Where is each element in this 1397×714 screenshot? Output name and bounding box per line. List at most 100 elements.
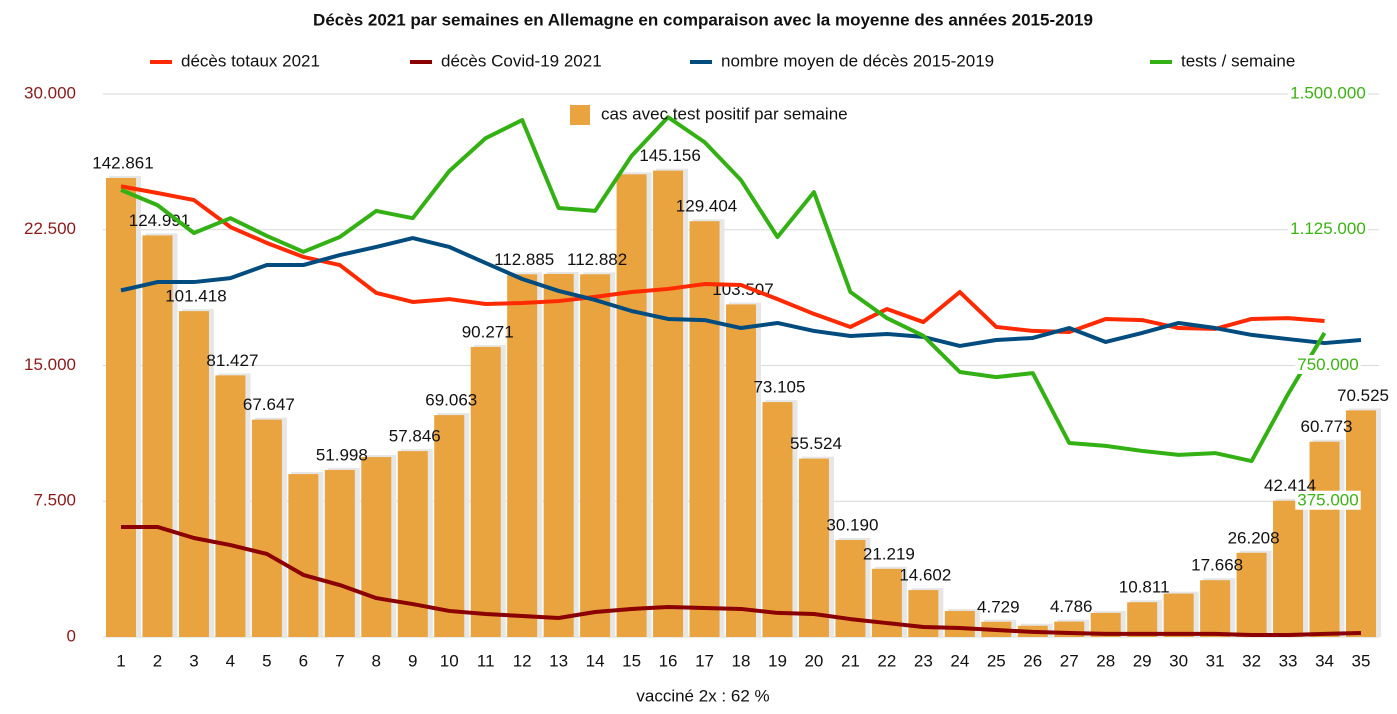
x-tick-label: 25 [987,651,1006,670]
bar [251,419,282,637]
data-label: 30.190 [826,515,878,534]
x-tick-label: 34 [1315,651,1334,670]
x-tick-label: 6 [299,651,308,670]
legend-label: tests / semaine [1181,51,1295,70]
x-tick-label: 16 [659,651,678,670]
x-tick-label: 21 [841,651,860,670]
bar [726,304,756,637]
x-tick-label: 1 [116,651,125,670]
data-label: 112.885 [494,250,554,269]
data-label: 14.602 [899,566,951,585]
data-label: 57.846 [389,427,441,446]
line [120,236,1362,348]
data-label: 90.271 [462,322,514,341]
bar [689,221,720,637]
y-tick-label: 30.000 [24,83,76,102]
y-tick-label: 7.500 [33,491,76,510]
tick-label-bg [1288,219,1368,239]
data-label: 4.729 [977,597,1020,616]
legend-swatch [570,105,590,125]
x-tick-label: 35 [1352,651,1371,670]
x-tick-label: 18 [732,651,751,670]
data-label: 81.427 [206,351,258,370]
y2-tick-label: 375.000 [1297,491,1358,510]
data-label: 55.524 [790,434,842,453]
bar [397,451,428,637]
bar [178,311,209,637]
x-tick-label: 2 [153,651,162,670]
data-label: 10.811 [1119,578,1170,597]
x-tick-label: 4 [226,651,235,670]
data-label: 69.063 [425,391,477,410]
data-label: 51.998 [316,445,368,464]
y2-tick-label: 750.000 [1297,355,1358,374]
bar [1309,441,1340,637]
y2-tick-label: 1.125.000 [1290,219,1366,238]
bar [1346,410,1376,637]
bar [1200,580,1231,637]
data-label: 101.418 [165,287,226,306]
tick-label-bg [1295,490,1361,510]
x-axis-label: vacciné 2x : 62 % [636,686,769,705]
bar [288,474,319,637]
data-label: 26.208 [1228,528,1280,547]
x-tick-label: 12 [513,651,532,670]
data-label: 21.219 [863,544,915,563]
bar [762,402,793,637]
bar [543,273,574,637]
bar [798,458,829,637]
x-tick-label: 22 [877,651,896,670]
y-tick-label: 22.500 [24,219,76,238]
x-tick-label: 32 [1242,651,1261,670]
y2-tick-label: 1.500.000 [1290,83,1366,102]
x-tick-label: 3 [189,651,198,670]
x-tick-label: 9 [408,651,417,670]
x-tick-label: 20 [804,651,823,670]
x-tick-label: 8 [372,651,381,670]
data-label: 60.773 [1301,417,1353,436]
data-label: 73.105 [753,378,805,397]
bar [835,539,866,637]
bar [1163,593,1194,637]
x-tick-label: 15 [622,651,641,670]
bar [580,274,611,637]
bar [434,415,465,637]
legend-label: décès totaux 2021 [181,51,320,70]
x-tick-label: 11 [477,651,495,670]
tick-label-bg [1295,354,1361,374]
bar [324,469,355,637]
data-label: 17.668 [1191,556,1243,575]
data-label: 124.991 [129,211,190,230]
bar [361,457,392,637]
y-tick-label: 15.000 [24,355,76,374]
x-tick-label: 28 [1096,651,1115,670]
legend-label: cas avec test positif par semaine [601,104,848,123]
bar [1273,500,1304,637]
legend-label: nombre moyen de décès 2015-2019 [721,51,994,70]
x-tick-label: 10 [440,651,459,670]
bar [1236,552,1267,637]
data-label: 142.861 [92,153,153,172]
x-tick-label: 26 [1023,651,1042,670]
legend-label: décès Covid-19 2021 [441,51,602,70]
bar [470,346,501,637]
bar [215,375,246,637]
x-tick-label: 30 [1169,651,1188,670]
x-tick-label: 5 [262,651,271,670]
data-label: 4.786 [1050,597,1093,616]
x-tick-label: 23 [914,651,933,670]
x-tick-label: 31 [1206,651,1225,670]
x-tick-label: 7 [335,651,344,670]
bar [908,590,939,637]
line [120,115,1327,464]
x-tick-label: 24 [950,651,969,670]
bar [1127,602,1158,637]
data-label: 67.647 [243,395,295,414]
bar [106,177,136,637]
data-label: 129.404 [676,197,737,216]
bar [653,170,684,637]
data-label: 70.525 [1337,386,1389,405]
y-tick-label: 0 [67,626,76,645]
